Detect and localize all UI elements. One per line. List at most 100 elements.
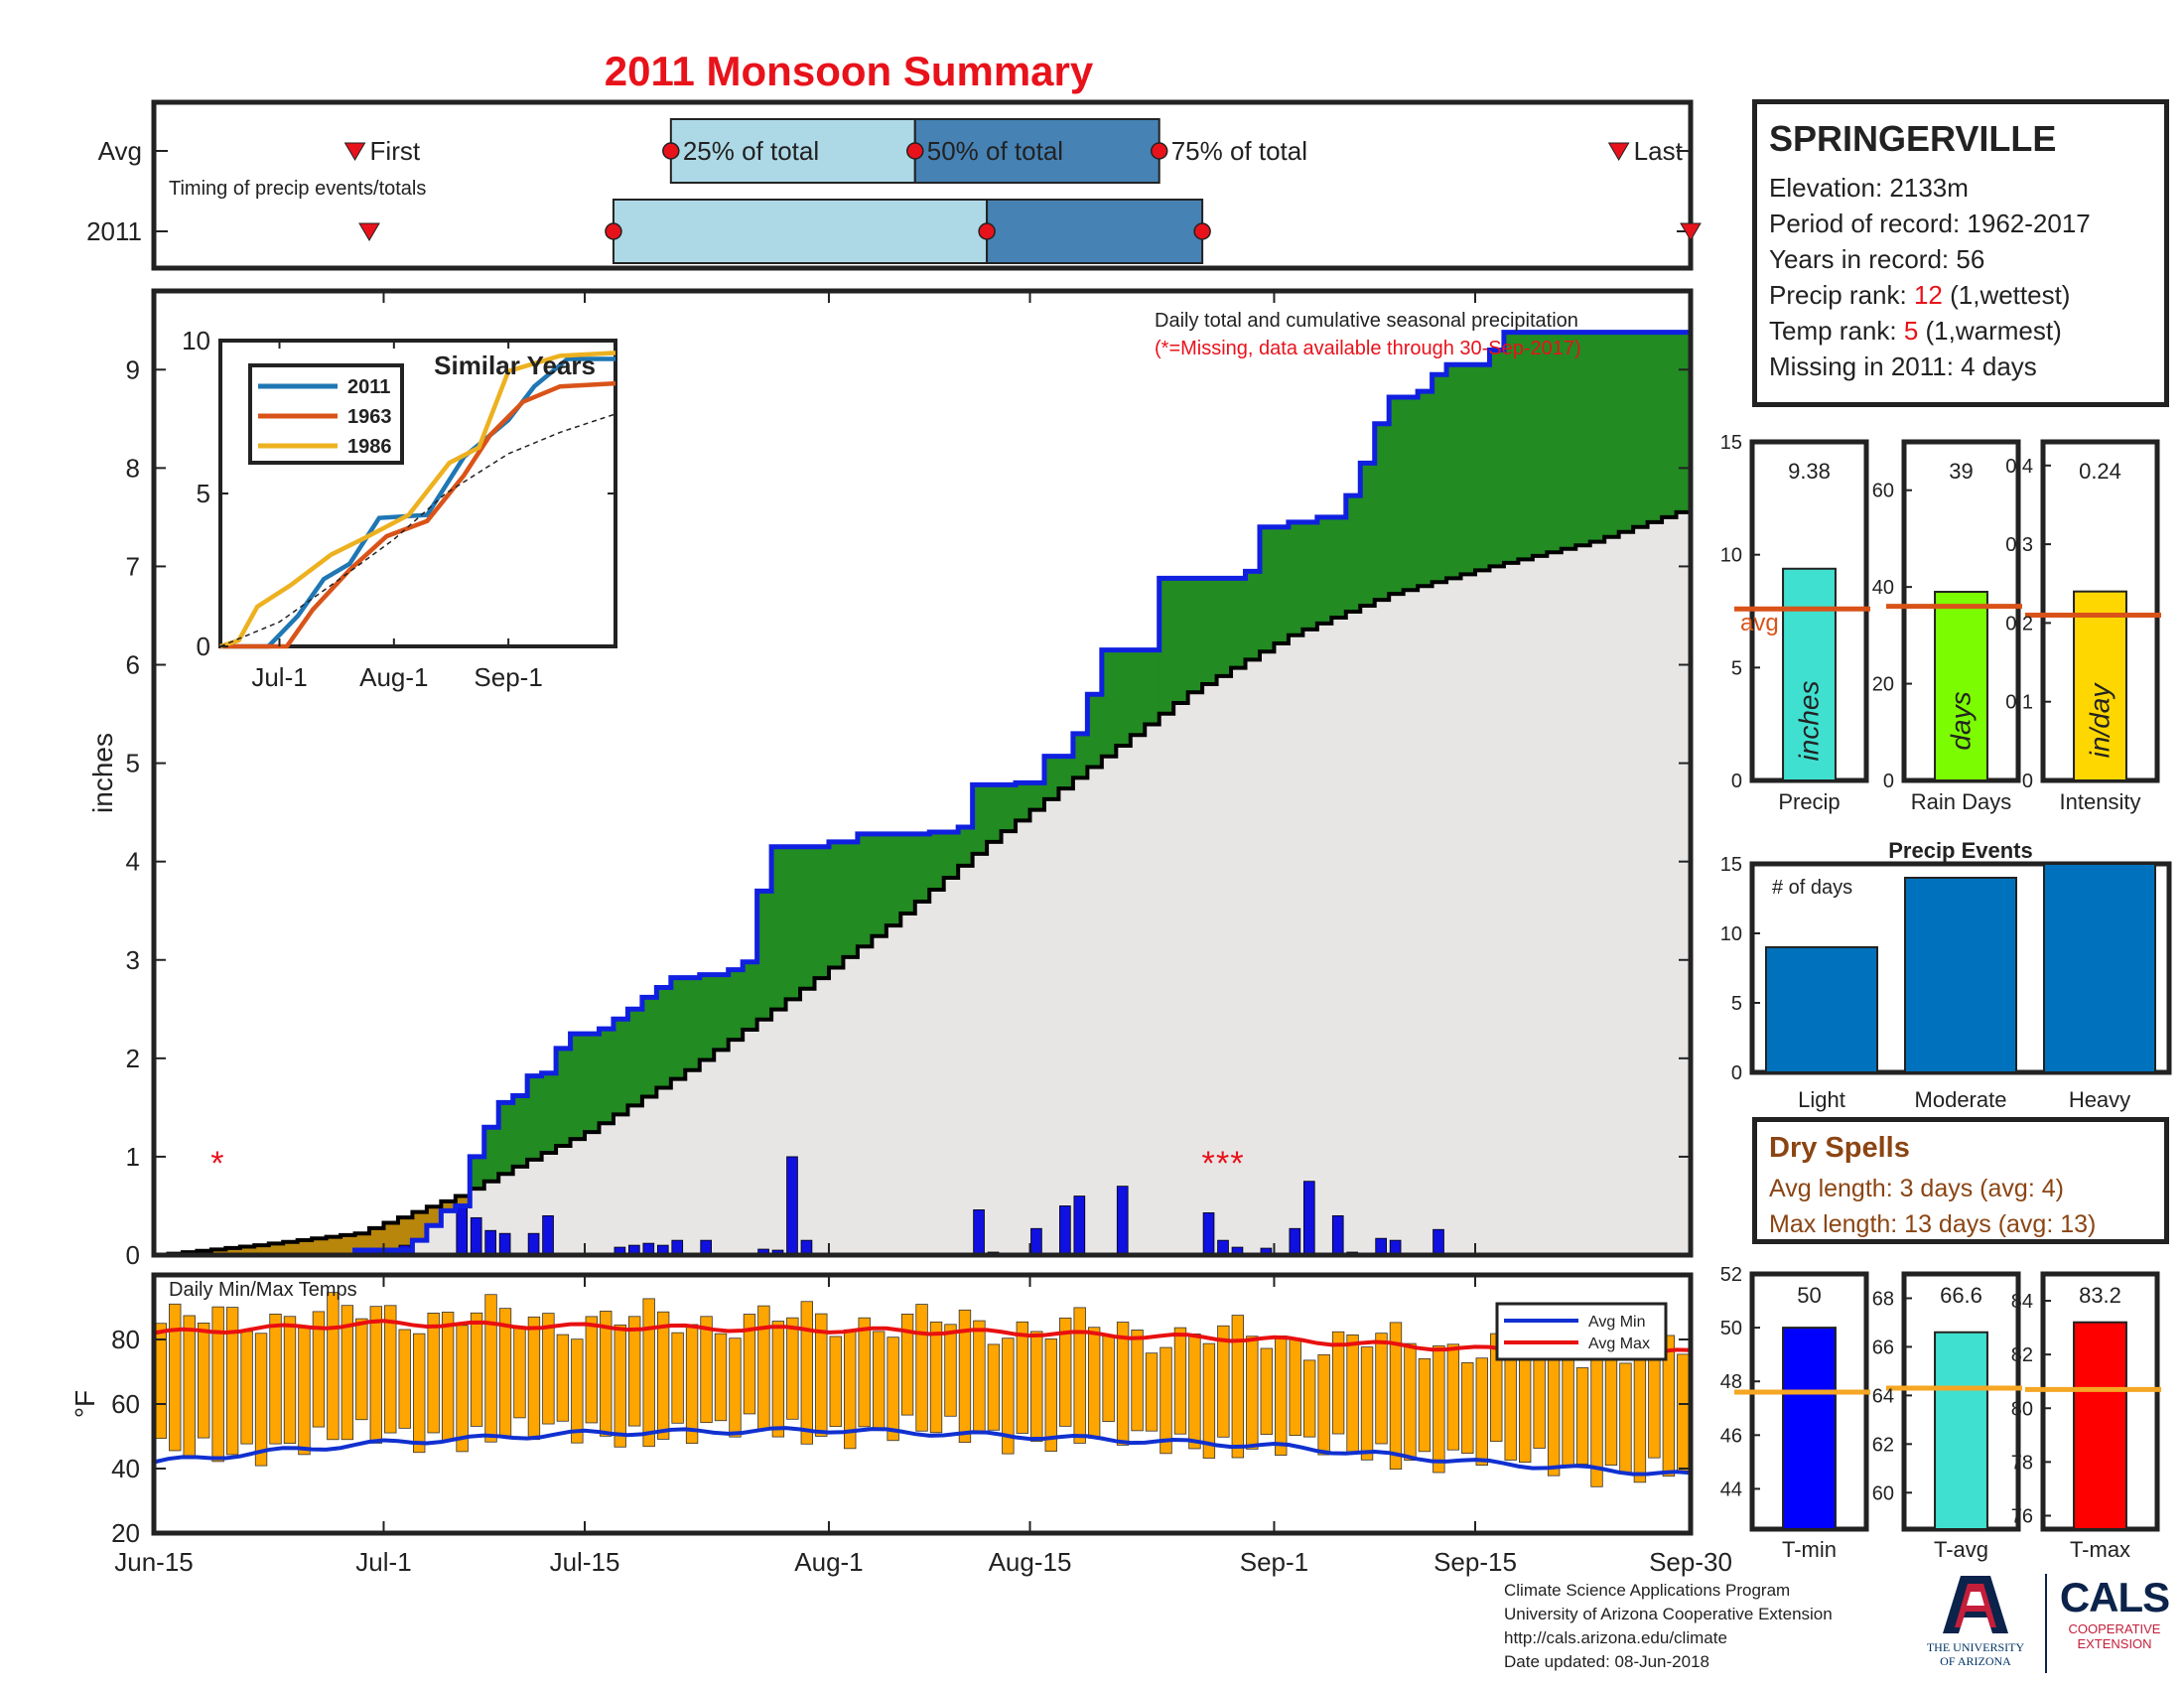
daily-precip-bar: [1116, 1186, 1129, 1256]
station-name: SPRINGERVILLE: [1769, 118, 2057, 159]
temp-chart-title: Daily Min/Max Temps: [169, 1279, 357, 1301]
daily-temp-bar: [1562, 1349, 1574, 1467]
daily-precip-bar: [1433, 1228, 1444, 1256]
above-average-band: [1043, 756, 1060, 799]
stat-y-tick-label: 15: [1720, 432, 1742, 454]
precip-chart-note: (*=Missing, data available through 30-Se…: [1155, 338, 1581, 359]
daily-temp-bar: [1231, 1315, 1245, 1459]
daily-precip-bar: [1289, 1227, 1301, 1256]
daily-temp-bar: [600, 1311, 613, 1437]
daily-precip-bar: [470, 1216, 482, 1256]
stat-bar-precip: [1782, 567, 1837, 782]
daily-temp-bar: [312, 1311, 326, 1428]
stat-y-tick-label: 52: [1720, 1264, 1742, 1286]
precip-y-tick-label: 5: [126, 749, 140, 778]
above-average-band: [627, 1009, 643, 1106]
stat-y-tick-label: 0: [1731, 771, 1742, 792]
timing-box-25-50: [669, 118, 916, 184]
daily-temp-bar: [944, 1324, 957, 1417]
daily-precip-bar: [786, 1156, 798, 1256]
x-tick-label: Aug-15: [989, 1547, 1072, 1577]
daily-temp-bar: [1289, 1338, 1301, 1437]
above-average-band: [728, 969, 744, 1041]
precip-y-tick-label: 6: [126, 650, 140, 680]
above-average-band: [585, 1034, 601, 1133]
below-average-band: [225, 1247, 241, 1255]
cals-word: CALS: [2059, 1574, 2170, 1620]
stat-value-label: 0.24: [2079, 459, 2121, 484]
precip-events-y-axis-label: # of days: [1772, 877, 1852, 899]
precip-events-y-tick-label: 10: [1720, 923, 1742, 945]
below-average-band: [354, 1233, 370, 1251]
above-average-band: [785, 846, 801, 1000]
stat-y-tick-label: 0.1: [2005, 692, 2033, 714]
daily-temp-bar: [1246, 1336, 1259, 1450]
below-average-band: [455, 1196, 471, 1206]
above-average-band: [1345, 495, 1361, 613]
above-average-band: [1460, 364, 1476, 575]
daily-temp-bar: [183, 1315, 196, 1459]
daily-temp-bar: [456, 1325, 469, 1453]
daily-temp-bar: [771, 1321, 785, 1438]
similar-y-tick-label: 0: [197, 632, 210, 661]
above-average-band: [570, 1034, 586, 1140]
precip-y-tick-label: 4: [126, 847, 140, 877]
above-average-band: [470, 1156, 485, 1190]
cals-logo: CALS COOPERATIVE EXTENSION: [2055, 1574, 2174, 1651]
above-average-band: [670, 977, 686, 1079]
daily-temp-bar: [384, 1305, 397, 1434]
stat-value-label: 50: [1797, 1283, 1821, 1308]
stat-y-tick-label: 40: [1872, 577, 1894, 599]
stat-y-tick-label: 46: [1720, 1425, 1742, 1447]
temp-y-tick-label: 40: [111, 1454, 140, 1483]
below-average-band: [239, 1246, 255, 1255]
legend-label: Avg Min: [1588, 1314, 1646, 1331]
legend-label: Avg Max: [1588, 1336, 1650, 1352]
above-average-band: [1016, 782, 1031, 821]
daily-temp-bar: [729, 1337, 742, 1438]
x-tick-label: Jun-15: [114, 1547, 194, 1577]
average-cumulative-area: [154, 506, 1691, 1255]
dry-spells-title: Dry Spells: [1769, 1132, 1910, 1164]
daily-temp-bar: [1087, 1327, 1101, 1439]
above-average-band: [886, 833, 901, 926]
daily-temp-bar: [858, 1317, 871, 1428]
dry-spells-box: Dry Spells Avg length: 3 days (avg: 4) M…: [1752, 1117, 2169, 1244]
daily-precip-bar: [1375, 1237, 1387, 1256]
below-average-band: [312, 1238, 328, 1255]
timing-first-last-marker: [1607, 142, 1630, 161]
stat-y-tick-label: 0: [1883, 771, 1894, 792]
below-average-band: [210, 1249, 226, 1255]
stat-y-tick-label: 0: [2022, 771, 2033, 792]
daily-temp-bar: [757, 1305, 770, 1430]
above-average-band: [857, 833, 873, 947]
daily-temp-bar: [369, 1306, 382, 1444]
daily-temp-bar: [1160, 1346, 1172, 1455]
above-average-band: [900, 833, 916, 914]
daily-temp-bar: [614, 1324, 626, 1448]
precip-events-category-label: Light: [1798, 1087, 1845, 1112]
above-average-band: [483, 1127, 499, 1182]
daily-temp-bar: [513, 1326, 526, 1419]
timing-quartile-marker: [662, 142, 680, 160]
stat-average-label: avg: [1740, 610, 1779, 636]
credits-line: Date updated: 08-Jun-2018: [1504, 1652, 1709, 1671]
credits: Climate Science Applications Program Uni…: [1504, 1579, 1833, 1674]
daily-temp-bar: [1059, 1317, 1072, 1427]
daily-temp-bar: [1202, 1342, 1216, 1459]
daily-temp-bar: [1002, 1337, 1015, 1455]
daily-precip-bar: [527, 1232, 540, 1256]
above-average-band: [828, 841, 845, 968]
daily-temp-bar: [1275, 1335, 1288, 1456]
stat-y-tick-label: 60: [1872, 481, 1894, 502]
above-average-band: [1547, 332, 1563, 553]
stat-bar-tavg: [1934, 1331, 1988, 1530]
x-tick-label: Sep-1: [1240, 1547, 1308, 1577]
similar-years-series-line: [220, 380, 616, 649]
above-average-band: [1446, 364, 1462, 579]
below-average-band: [297, 1239, 313, 1255]
below-average-band: [383, 1222, 399, 1251]
precip-frame: [151, 288, 1694, 1258]
daily-temp-bar: [700, 1316, 713, 1424]
stat-y-tick-label: 80: [2011, 1398, 2033, 1420]
